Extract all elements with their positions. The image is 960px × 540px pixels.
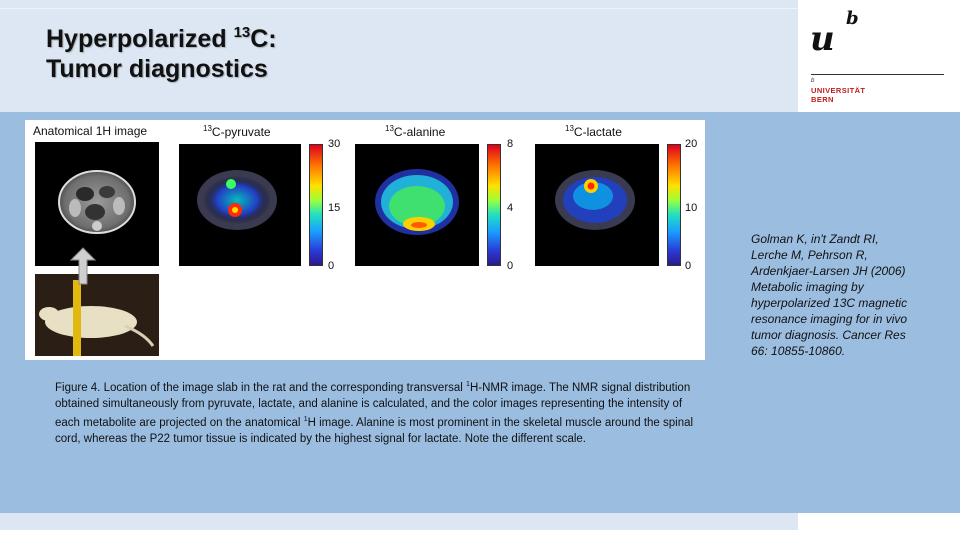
logo-line2: BERN bbox=[811, 95, 834, 104]
lactate-map bbox=[535, 144, 659, 266]
pyruvate-scale-min: 0 bbox=[328, 260, 335, 272]
logo-line1: UNIVERSITÄT bbox=[811, 86, 866, 95]
slide-title: Hyperpolarized 13C: Tumor diagnostics bbox=[46, 24, 277, 84]
footer-band bbox=[0, 513, 798, 530]
up-arrow-icon bbox=[69, 247, 97, 285]
university-logo: u b b UNIVERSITÄT BERN bbox=[808, 8, 948, 108]
logo-small-b: b bbox=[811, 78, 815, 84]
anatomical-mri-graphic bbox=[58, 170, 136, 234]
logo-sup: b bbox=[846, 8, 859, 29]
lactate-colorbar bbox=[667, 144, 681, 266]
lactate-scale-mid: 10 bbox=[685, 202, 698, 214]
panel-label-pyruvate: 13C-pyruvate bbox=[203, 124, 271, 139]
alanine-scale-min: 0 bbox=[507, 260, 514, 272]
title-line2: Tumor diagnostics bbox=[46, 55, 268, 83]
alanine-scale-max: 8 bbox=[507, 138, 514, 150]
figure-panel: Anatomical 1H image bbox=[25, 120, 705, 360]
alanine-map bbox=[355, 144, 479, 266]
title-line1-sup: 13 bbox=[233, 24, 251, 41]
figure-caption: Figure 4. Location of the image slab in … bbox=[55, 381, 694, 445]
title-line1-prefix: Hyperpolarized bbox=[46, 25, 234, 53]
rat-photo bbox=[35, 274, 159, 356]
logo-divider bbox=[811, 74, 944, 75]
citation: Golman K, in't Zandt RI, Lerche M, Pehrs… bbox=[751, 232, 908, 358]
panel-label-anatomical: Anatomical 1H image bbox=[33, 124, 148, 138]
pyruvate-scale-mid: 15 bbox=[328, 202, 341, 214]
rat-photo-graphic bbox=[39, 280, 155, 356]
lactate-scale-max: 20 bbox=[685, 138, 698, 150]
panel-label-alanine: 13C-alanine bbox=[385, 124, 446, 139]
pyruvate-scale-max: 30 bbox=[328, 138, 341, 150]
alanine-map-graphic bbox=[375, 169, 459, 235]
logo-text: UNIVERSITÄT BERN bbox=[811, 86, 865, 104]
header-band bbox=[0, 0, 798, 112]
title-line1-suffix: C: bbox=[250, 25, 277, 53]
alanine-scale-mid: 4 bbox=[507, 202, 514, 214]
panel-label-lactate: 13C-lactate bbox=[565, 124, 622, 139]
lactate-scale-min: 0 bbox=[685, 260, 692, 272]
pyruvate-map-graphic bbox=[197, 170, 277, 230]
logo-mark: u bbox=[810, 19, 835, 59]
alanine-colorbar bbox=[487, 144, 501, 266]
header-top-line bbox=[0, 8, 798, 9]
anatomical-mri-image bbox=[35, 142, 159, 266]
lactate-map-graphic bbox=[555, 170, 635, 230]
pyruvate-colorbar bbox=[309, 144, 323, 266]
pyruvate-map bbox=[179, 144, 301, 266]
